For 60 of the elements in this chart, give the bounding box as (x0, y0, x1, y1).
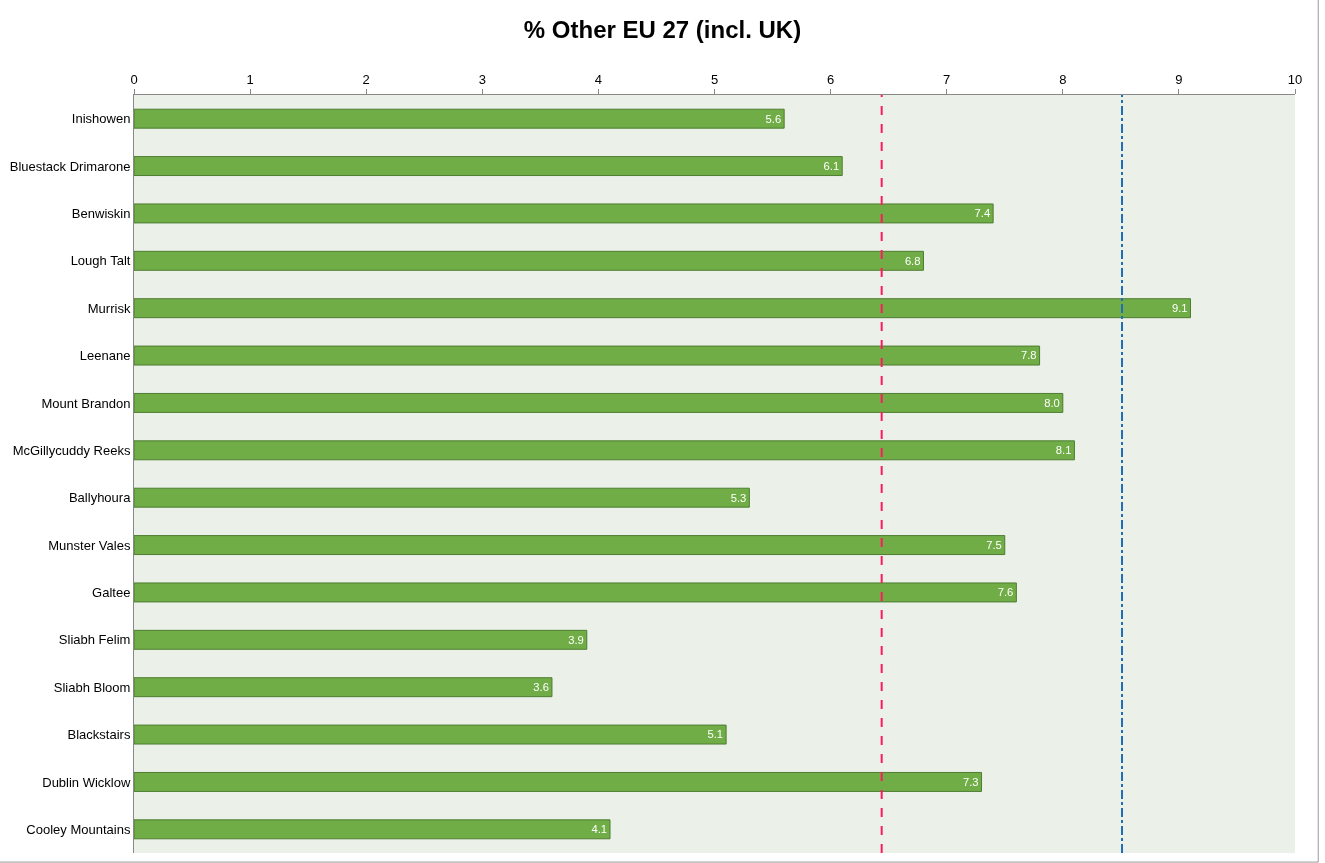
chart-title: % Other EU 27 (incl. UK) (523, 16, 802, 44)
y-tick-label: McGillycuddy Reeks (12, 442, 131, 458)
data-label: 8.1 (1055, 444, 1072, 457)
bar (134, 677, 553, 698)
data-label: 3.9 (568, 633, 584, 646)
bar (134, 440, 1075, 461)
bar (134, 819, 611, 840)
bar (134, 582, 1017, 603)
data-label: 7.5 (986, 538, 1002, 551)
data-label: 9.1 (1171, 302, 1188, 315)
y-tick-label: Ballyhoura (68, 490, 132, 506)
data-label: 3.6 (533, 681, 549, 694)
x-tick-label: 4 (594, 71, 603, 87)
bar (134, 771, 983, 792)
y-tick-label: Blackstairs (67, 727, 131, 743)
data-label: 6.1 (823, 159, 840, 172)
data-label: 5.3 (730, 491, 747, 504)
bar (134, 535, 1006, 556)
y-tick-label: Sliabh Bloom (53, 679, 131, 695)
y-tick-label: Sliabh Felim (58, 632, 131, 648)
y-tick-label: Dublin Wicklow (42, 774, 131, 790)
bar (134, 156, 843, 177)
data-label: 7.8 (1020, 349, 1037, 362)
data-label: 7.3 (962, 775, 979, 788)
bar (134, 298, 1192, 319)
data-label: 7.6 (997, 586, 1014, 599)
x-tick-label: 3 (478, 71, 486, 87)
x-tick-label: 0 (130, 71, 138, 87)
y-tick-label: Lough Talt (70, 253, 131, 269)
y-tick-label: Murrisk (87, 300, 131, 316)
bar (134, 724, 727, 745)
y-tick-label: Leenane (79, 348, 131, 364)
y-tick-label: Inishowen (71, 111, 131, 127)
x-tick-label: 7 (943, 71, 951, 87)
x-tick-label: 2 (362, 71, 370, 87)
bar (134, 345, 1041, 366)
x-tick-label: 6 (826, 71, 835, 87)
data-label: 4.1 (591, 823, 608, 836)
x-tick-label: 10 (1287, 71, 1303, 87)
y-tick-label: Galtee (92, 584, 131, 600)
bar (134, 629, 588, 650)
x-tick-label: 1 (246, 71, 254, 87)
x-tick-label: 5 (710, 71, 719, 87)
x-tick-label: 9 (1175, 71, 1183, 87)
data-label: 5.6 (765, 112, 782, 125)
y-tick-label: Munster Vales (48, 537, 131, 553)
bar (134, 203, 994, 224)
y-tick-label: Bluestack Drimarone (9, 158, 131, 174)
bar (134, 108, 785, 129)
bar (134, 392, 1064, 413)
bar (134, 250, 924, 271)
bar (134, 487, 750, 508)
x-tick-label: 8 (1059, 71, 1067, 87)
data-label: 6.8 (904, 254, 921, 267)
data-label: 7.4 (974, 207, 991, 220)
y-tick-label: Mount Brandon (41, 395, 131, 411)
data-label: 5.1 (707, 728, 724, 741)
data-label: 8.0 (1044, 396, 1060, 409)
y-tick-label: Cooley Mountains (26, 821, 131, 837)
y-tick-label: Benwiskin (71, 205, 131, 221)
